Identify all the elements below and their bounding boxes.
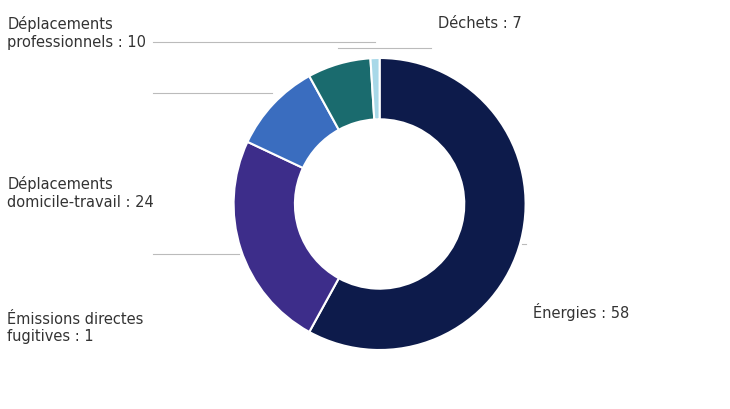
Wedge shape (310, 59, 374, 130)
Text: Émissions directes
fugitives : 1: Émissions directes fugitives : 1 (7, 311, 144, 343)
Wedge shape (310, 59, 526, 350)
Wedge shape (370, 59, 380, 120)
Text: Déplacements
professionnels : 10: Déplacements professionnels : 10 (7, 16, 146, 49)
Text: Énergies : 58: Énergies : 58 (533, 303, 629, 321)
Text: Déplacements
domicile-travail : 24: Déplacements domicile-travail : 24 (7, 176, 154, 209)
Text: Déchets : 7: Déchets : 7 (438, 16, 522, 31)
Wedge shape (234, 142, 339, 332)
Wedge shape (247, 77, 339, 169)
